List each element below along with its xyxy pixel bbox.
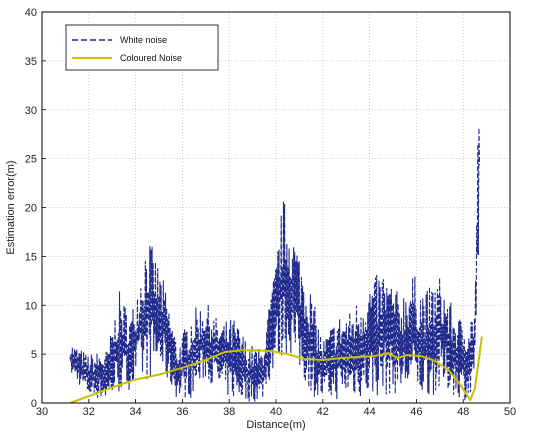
y-tick-label: 30 [25,105,37,117]
white-noise-line [69,127,481,402]
x-tick-label: 50 [504,406,516,418]
y-tick-label: 10 [25,300,37,312]
y-tick-label: 5 [31,349,37,361]
y-tick-label: 35 [25,56,37,68]
x-tick-label: 34 [129,406,141,418]
series-white-noise [69,127,481,402]
legend-label-white-noise: White noise [120,35,167,45]
legend: White noise Coloured Noise [65,24,219,71]
y-tick-label: 15 [25,251,37,263]
x-tick-label: 36 [176,406,188,418]
y-axis-title: Estimation error(m) [5,160,17,254]
x-tick-label: 44 [363,406,375,418]
x-tick-label: 46 [410,406,422,418]
y-tick-label: 20 [25,203,37,215]
x-tick-label: 32 [83,406,95,418]
y-tick-label: 25 [25,154,37,166]
x-tick-label: 48 [457,406,469,418]
ticks: 30 32 34 36 38 40 42 44 46 48 50 0 5 10 15 20 25 30 35 40 [25,7,516,418]
x-tick-label: 38 [223,406,235,418]
series-coloured-noise [69,336,483,404]
x-tick-label: 42 [317,406,329,418]
y-tick-label: 40 [25,7,37,19]
x-tick-label: 40 [270,406,282,418]
coloured-noise-line [69,336,483,404]
legend-label-coloured-noise: Coloured Noise [120,53,182,63]
x-axis-title: Distance(m) [246,419,305,431]
x-tick-label: 30 [36,406,48,418]
legend-box [65,24,219,71]
y-tick-label: 0 [31,398,37,410]
